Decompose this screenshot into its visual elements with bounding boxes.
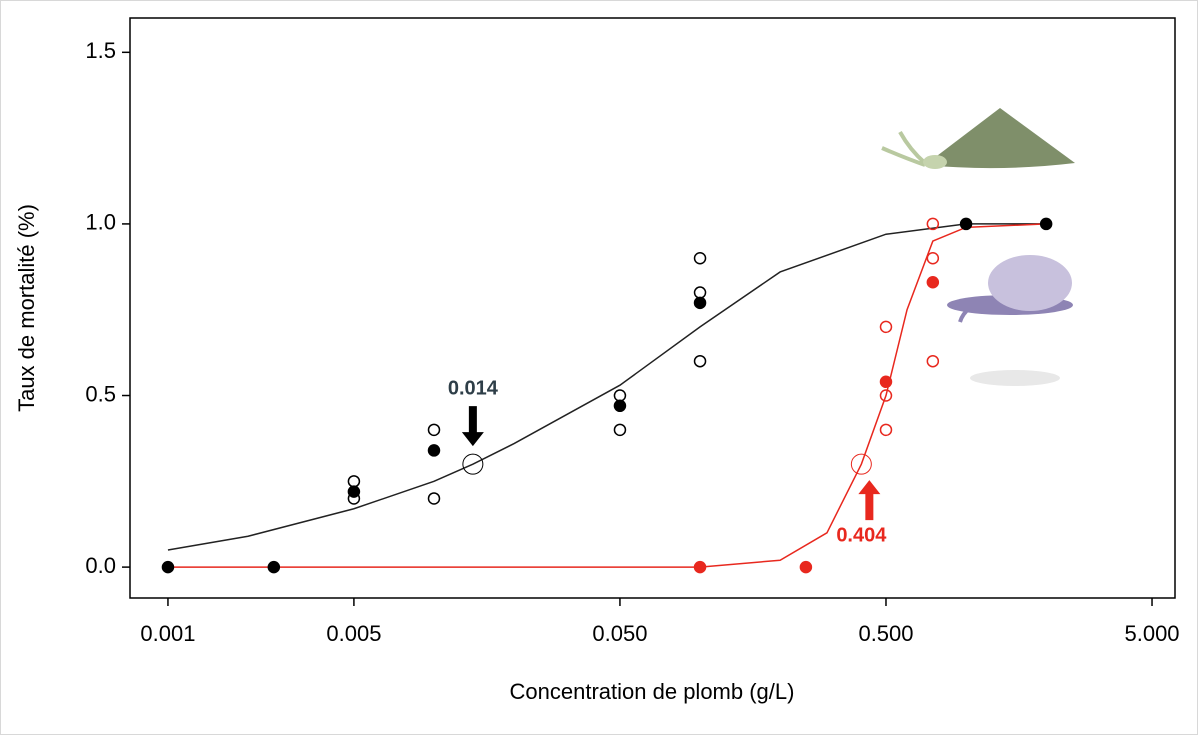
point xyxy=(879,320,893,334)
point xyxy=(926,354,940,368)
annotation-arrow xyxy=(858,480,881,521)
point xyxy=(879,423,893,437)
point xyxy=(693,354,707,368)
fit-curve xyxy=(167,223,1047,551)
point xyxy=(1039,217,1053,231)
point xyxy=(427,444,441,457)
point xyxy=(693,560,707,574)
x-tick-label: 0.005 xyxy=(326,621,381,646)
point xyxy=(693,286,707,299)
snail-icon xyxy=(947,255,1073,386)
point xyxy=(693,296,707,310)
point xyxy=(879,375,893,389)
point xyxy=(347,475,361,488)
point xyxy=(959,217,973,231)
point xyxy=(427,423,441,437)
point xyxy=(267,560,281,574)
point xyxy=(926,217,940,231)
fit-curve xyxy=(167,223,1047,568)
plot-box xyxy=(129,17,1176,599)
point xyxy=(926,251,940,265)
x-tick-label: 5.000 xyxy=(1124,621,1179,646)
limpet-icon xyxy=(881,108,1075,169)
point xyxy=(613,399,627,413)
y-axis-label: Taux de mortalité (%) xyxy=(14,204,39,412)
x-tick-label: 0.001 xyxy=(140,621,195,646)
point xyxy=(926,276,940,289)
point xyxy=(693,251,707,265)
point xyxy=(879,389,893,402)
annotation-label: 0.014 xyxy=(448,377,499,399)
point xyxy=(161,560,175,574)
point xyxy=(427,492,441,505)
point xyxy=(799,560,813,574)
x-axis-label: Concentration de plomb (g/L) xyxy=(510,679,795,704)
y-tick-label: 1.5 xyxy=(85,38,116,63)
point xyxy=(347,485,361,498)
x-tick-label: 0.050 xyxy=(592,621,647,646)
y-tick-label: 0.0 xyxy=(85,553,116,578)
annotation-label: 0.404 xyxy=(836,524,887,546)
lc-point xyxy=(850,453,872,475)
y-tick-label: 1.0 xyxy=(85,210,116,235)
lc-point xyxy=(462,453,484,475)
annotation-arrow xyxy=(461,406,484,447)
point xyxy=(613,389,627,402)
y-tick-label: 0.5 xyxy=(85,381,116,406)
point xyxy=(613,423,627,437)
x-tick-label: 0.500 xyxy=(858,621,913,646)
